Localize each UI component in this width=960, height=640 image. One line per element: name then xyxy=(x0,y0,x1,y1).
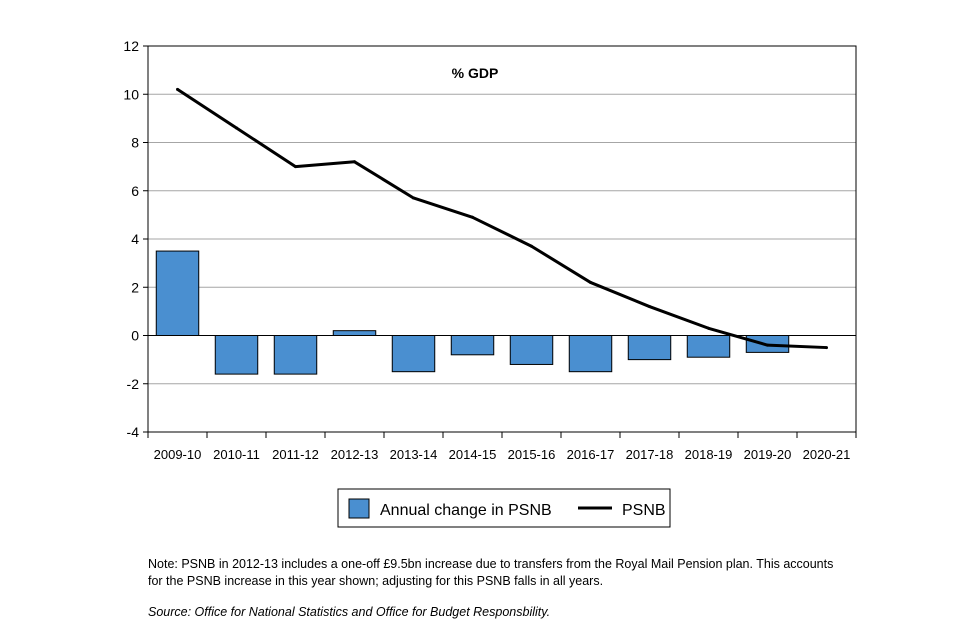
bar-2013-14 xyxy=(391,335,436,373)
bar-2011-12 xyxy=(273,335,318,375)
psnb-point-2015-16 xyxy=(530,244,533,248)
x-tick-label: 2014-15 xyxy=(449,447,497,462)
bar-2012-13 xyxy=(332,330,377,336)
legend-label-line: PSNB xyxy=(622,502,666,519)
x-tick-label: 2020-21 xyxy=(803,447,851,462)
x-tick-label: 2019-20 xyxy=(744,447,792,462)
psnb-point-2011-12 xyxy=(294,165,297,169)
bar-2014-15 xyxy=(450,335,495,356)
psnb-point-2014-15 xyxy=(471,215,474,219)
bar-series xyxy=(155,250,790,375)
y-tick-label: 0 xyxy=(131,328,139,344)
psnb-point-2020-21 xyxy=(825,346,828,350)
x-tick-label: 2017-18 xyxy=(626,447,674,462)
bar-2017-18 xyxy=(627,335,672,361)
x-tick-label: 2016-17 xyxy=(567,447,615,462)
line-series xyxy=(176,87,828,350)
psnb-point-2016-17 xyxy=(589,280,592,284)
chart-source: Source: Office for National Statistics a… xyxy=(148,605,551,619)
axes xyxy=(143,45,857,438)
x-tick-label: 2013-14 xyxy=(390,447,438,462)
y-tick-label: 4 xyxy=(131,231,139,247)
x-tick-label: 2010-11 xyxy=(213,447,260,462)
x-tick-label: 2018-19 xyxy=(685,447,733,462)
y-tick-label: 6 xyxy=(131,183,139,199)
y-tick-label: 8 xyxy=(131,135,139,151)
psnb-line xyxy=(176,88,827,350)
psnb-point-2019-20 xyxy=(766,343,769,347)
gridlines xyxy=(148,93,856,385)
chart-note: Note: PSNB in 2012-13 includes a one-off… xyxy=(148,557,834,588)
y-tick-label: 10 xyxy=(123,86,139,102)
y-tick-label: -2 xyxy=(127,376,140,392)
psnb-point-2017-18 xyxy=(648,305,651,309)
psnb-point-2010-11 xyxy=(235,126,238,130)
psnb-point-2009-10 xyxy=(176,87,179,91)
x-tick-label: 2011-12 xyxy=(272,447,319,462)
y-tick-label: 2 xyxy=(131,279,139,295)
psnb-point-2013-14 xyxy=(412,196,415,200)
psnb-point-2018-19 xyxy=(707,326,710,330)
legend-box xyxy=(337,488,671,528)
bar-2018-19 xyxy=(686,335,731,358)
axis-labels: -4 -2 0 2 4 6 8 10 12 2009-10 2010-11 2011-12 2012-1… xyxy=(123,38,850,462)
chart-title: % GDP xyxy=(452,65,499,81)
x-tick-label: 2015-16 xyxy=(508,447,556,462)
y-tick-label: 12 xyxy=(123,38,139,54)
bar-2016-17 xyxy=(568,335,613,373)
bar-2015-16 xyxy=(509,335,554,365)
bar-2009-10 xyxy=(155,250,200,336)
y-tick-label: -4 xyxy=(127,424,140,440)
psnb-point-2012-13 xyxy=(353,160,356,164)
legend-label-bar: Annual change in PSNB xyxy=(380,502,552,519)
bar-2010-11 xyxy=(214,335,259,375)
legend-swatch-bar xyxy=(348,498,370,519)
legend: Annual change in PSNB PSNB xyxy=(337,488,671,528)
x-tick-label: 2012-13 xyxy=(331,447,379,462)
x-tick-label: 2009-10 xyxy=(154,447,202,462)
